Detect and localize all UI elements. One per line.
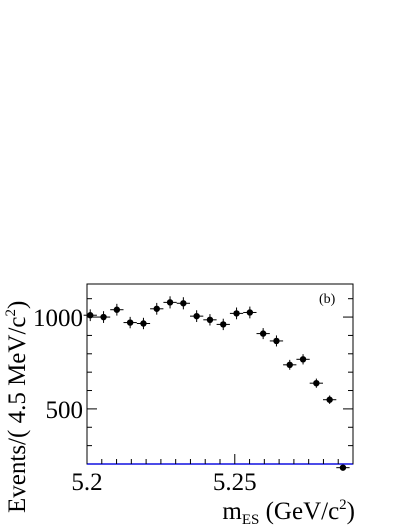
- y-tick-label: 500: [46, 397, 84, 424]
- data-marker: [259, 330, 267, 337]
- data-marker: [313, 379, 320, 387]
- data-marker: [166, 299, 174, 306]
- data-marker: [220, 321, 227, 328]
- data-marker: [180, 300, 187, 307]
- data-point: [216, 318, 230, 331]
- panel-label: (b): [319, 292, 336, 307]
- data-point: [110, 303, 124, 316]
- data-marker: [326, 396, 333, 403]
- data-marker: [299, 356, 307, 363]
- data-marker: [126, 319, 134, 326]
- data-marker: [193, 312, 200, 320]
- x-tick-label: 5.25: [213, 469, 257, 496]
- data-point: [123, 316, 137, 329]
- data-point: [150, 302, 164, 315]
- data-marker: [339, 464, 347, 471]
- data-point: [136, 317, 151, 330]
- data-marker: [140, 320, 147, 327]
- data-point: [163, 296, 177, 309]
- data-point: [203, 314, 217, 326]
- data-point: [323, 395, 337, 404]
- data-point: [83, 309, 97, 322]
- x-axis-title-close: ): [347, 498, 355, 525]
- data-point: [243, 306, 257, 319]
- data-point: [336, 464, 350, 471]
- x-axis-title-superscript: 2: [339, 497, 347, 513]
- data-point: [96, 311, 111, 323]
- data-point: [190, 310, 204, 323]
- data-marker: [100, 313, 107, 321]
- data-point: [269, 335, 284, 347]
- y-axis-title-close: ): [4, 301, 31, 309]
- data-point: [309, 378, 324, 388]
- axis-ticks-layer: 5.2 5.25 500 1000: [33, 298, 354, 496]
- data-marker: [206, 316, 214, 324]
- x-tick-label: 5.2: [71, 469, 102, 496]
- y-axis-title-superscript: 2: [3, 309, 19, 317]
- y-axis-title: Events/( 4.5 MeV/c2): [3, 301, 31, 513]
- data-point: [229, 307, 244, 320]
- data-point: [296, 354, 310, 365]
- data-point: [283, 359, 297, 370]
- data-marker: [233, 310, 240, 317]
- x-axis-title: mES (GeV/c2): [222, 497, 355, 527]
- data-marker: [153, 305, 160, 312]
- data-marker: [246, 309, 254, 316]
- x-axis-title-main: m: [222, 498, 242, 525]
- data-point: [176, 297, 191, 310]
- plot-frame: [86, 283, 354, 465]
- data-marker: [286, 361, 293, 369]
- data-points-layer: [83, 296, 350, 471]
- y-axis-title-main: Events/( 4.5 MeV/c: [4, 317, 31, 513]
- plot-area: [86, 283, 354, 465]
- x-axis-title-unit: (GeV/c: [259, 498, 339, 525]
- y-tick-label: 1000: [33, 305, 83, 332]
- data-marker: [113, 306, 121, 313]
- x-axis-title-subscript: ES: [242, 512, 260, 527]
- data-point: [256, 328, 270, 340]
- data-marker: [273, 337, 280, 345]
